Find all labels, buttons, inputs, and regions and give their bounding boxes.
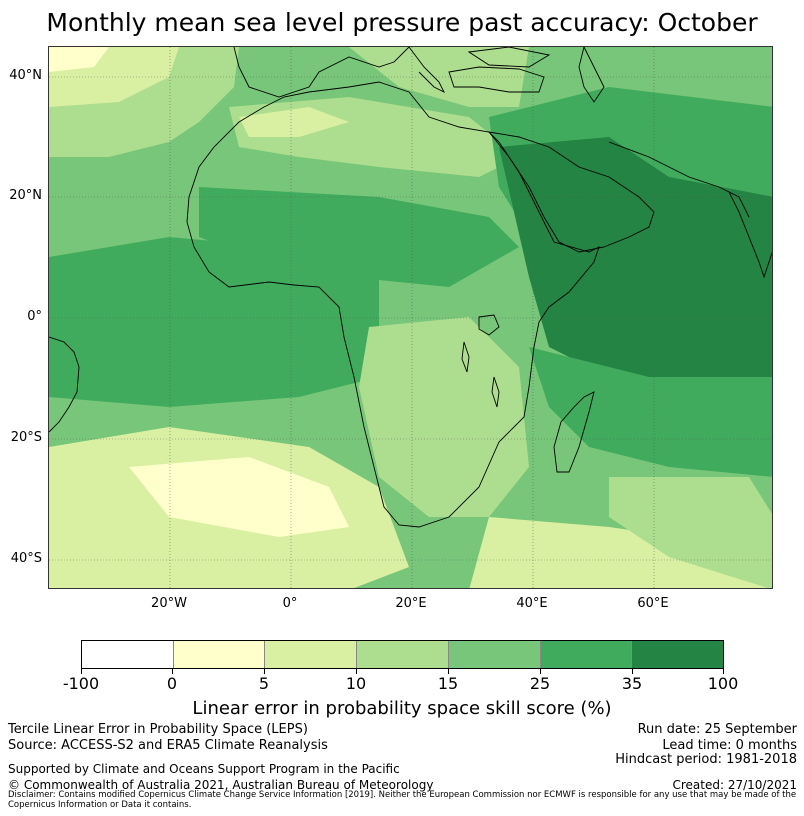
arabia-coastline: [487, 131, 655, 253]
disclaimer: Disclaimer: Contains modified Copernicus…: [8, 790, 797, 810]
lake-malawi-coastline: [491, 376, 500, 408]
lon-label-20e: 20°E: [395, 596, 427, 611]
colorbar-tickmark: [172, 669, 173, 674]
south-atlantic-lowest-skill: [129, 457, 349, 537]
page-title: Monthly mean sea level pressure past acc…: [46, 8, 758, 37]
lake-victoria-coastline: [478, 314, 500, 336]
caspian-coastline: [578, 47, 605, 103]
madagascar-coastline: [553, 391, 595, 473]
indian-ocean-skill: [529, 347, 772, 477]
africa-coastline: [186, 81, 600, 528]
indian-ocean-top-skill: [499, 137, 772, 407]
italy-coastline: [408, 47, 446, 94]
colorbar-tick-label: 5: [258, 674, 270, 693]
turkey-coastline: [448, 66, 545, 93]
sahara-lowest-skill: [239, 107, 349, 137]
southern-africa-skill: [359, 317, 529, 517]
footer-support: Supported by Climate and Oceans Support …: [8, 762, 400, 776]
colorbar-tickmark: [448, 669, 449, 674]
lat-label-40n: 40°N: [9, 68, 42, 83]
south-indian-skill: [609, 477, 772, 588]
iran-coastline: [608, 141, 750, 218]
colorbar-segment: [82, 641, 174, 668]
colorbar-tickmark: [540, 669, 541, 674]
colorbar-tick-label: 35: [621, 674, 643, 693]
colorbar-segment: [448, 641, 541, 668]
colorbar-segment: [265, 641, 358, 668]
colorbar-tickmark: [356, 669, 357, 674]
colorbar-tickmark: [723, 669, 724, 674]
colorbar-label: Linear error in probability space skill …: [192, 698, 612, 719]
southern-ocean-low-skill: [469, 517, 772, 588]
india-coastline: [728, 191, 772, 279]
colorbar: [81, 640, 724, 669]
colorbar-tick-label: -100: [62, 674, 100, 693]
europe-coastline: [233, 47, 410, 98]
lat-label-equator: 0°: [27, 309, 42, 324]
footer-copyright: © Commonwealth of Australia 2021, Austra…: [8, 778, 434, 792]
colorbar-segment: [540, 641, 633, 668]
skill-map: [48, 46, 773, 589]
colorbar-tickmark: [632, 669, 633, 674]
lat-label-20s: 20°S: [10, 430, 42, 445]
colorbar-tickmark: [264, 669, 265, 674]
colorbar-tick-label: 10: [345, 674, 367, 693]
lat-label-40s: 40°S: [10, 551, 42, 566]
colorbar-segment: [632, 641, 724, 668]
lat-label-20n: 20°N: [9, 188, 42, 203]
sahel-skill: [199, 187, 519, 287]
coastlines: [49, 47, 772, 528]
footer-run-date: Run date: 25 September: [637, 722, 797, 737]
south-america-coastline: [49, 336, 80, 433]
colorbar-segment: [173, 641, 266, 668]
footer-method: Tercile Linear Error in Probability Spac…: [8, 722, 308, 737]
colorbar-segment: [357, 641, 449, 668]
footer-lead-time: Lead time: 0 months: [662, 738, 797, 753]
footer-source: Source: ACCESS-S2 and ERA5 Climate Reana…: [8, 738, 328, 753]
lon-label-0: 0°: [282, 596, 298, 611]
colorbar-tick-label: 0: [166, 674, 178, 693]
footer-created: Created: 27/10/2021: [672, 778, 797, 792]
graticule: [49, 47, 772, 588]
tropical-atlantic-skill: [49, 237, 379, 407]
lon-label-40e: 40°E: [516, 596, 548, 611]
black-sea-coastline: [467, 47, 551, 68]
footer-hindcast: Hindcast period: 1981-2018: [615, 752, 797, 767]
lon-label-20w: 20°W: [151, 596, 187, 611]
pale-corner-north: [49, 47, 109, 72]
colorbar-tick-label: 25: [529, 674, 551, 693]
lake-tanganyika-coastline: [461, 341, 470, 373]
lon-label-60e: 60°E: [637, 596, 669, 611]
skill-map-svg: [49, 47, 772, 588]
colorbar-tick-label: 100: [707, 674, 739, 693]
colorbar-tick-label: 15: [437, 674, 459, 693]
colorbar-tickmark: [81, 669, 82, 674]
